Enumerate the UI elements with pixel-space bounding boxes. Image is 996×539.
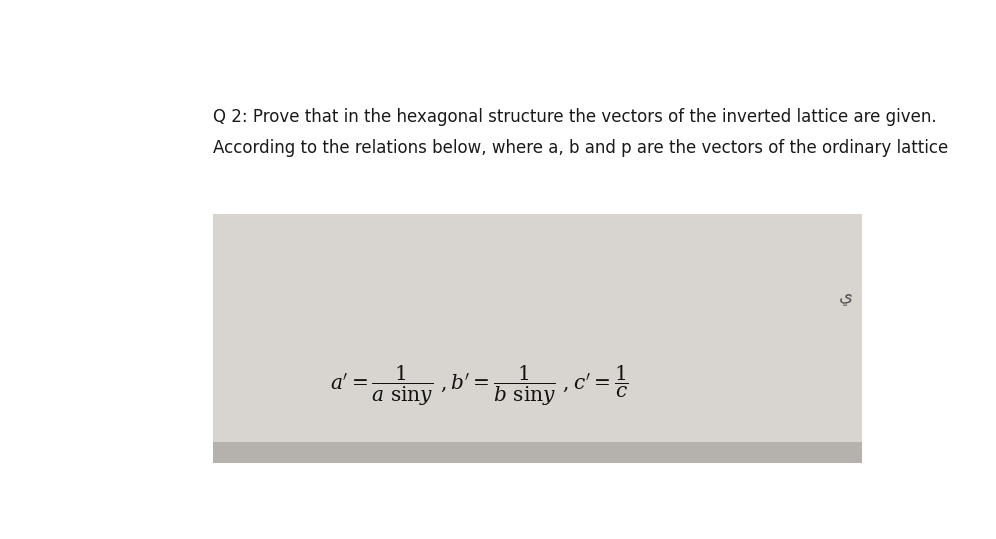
Text: $a' = \dfrac{1}{a\ \mathrm{sin}y}\ ,b' = \dfrac{1}{b\ \mathrm{sin}y}\ ,c' = \dfr: $a' = \dfrac{1}{a\ \mathrm{sin}y}\ ,b' =… (330, 364, 629, 409)
Text: ي: ي (840, 288, 854, 306)
Text: Q 2: Prove that in the hexagonal structure the vectors of the inverted lattice a: Q 2: Prove that in the hexagonal structu… (213, 108, 937, 126)
FancyBboxPatch shape (213, 443, 862, 463)
FancyBboxPatch shape (213, 214, 862, 463)
Text: According to the relations below, where a, b and p are the vectors of the ordina: According to the relations below, where … (213, 140, 948, 157)
